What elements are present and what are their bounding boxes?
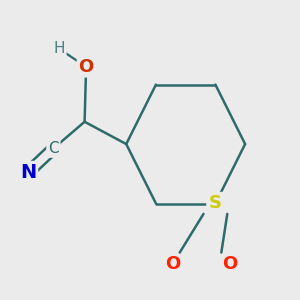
Text: N: N	[20, 163, 36, 182]
Text: H: H	[54, 41, 65, 56]
Text: S: S	[209, 194, 222, 212]
Text: C: C	[48, 141, 59, 156]
Text: O: O	[223, 255, 238, 273]
Text: O: O	[165, 255, 180, 273]
Text: O: O	[79, 58, 94, 76]
